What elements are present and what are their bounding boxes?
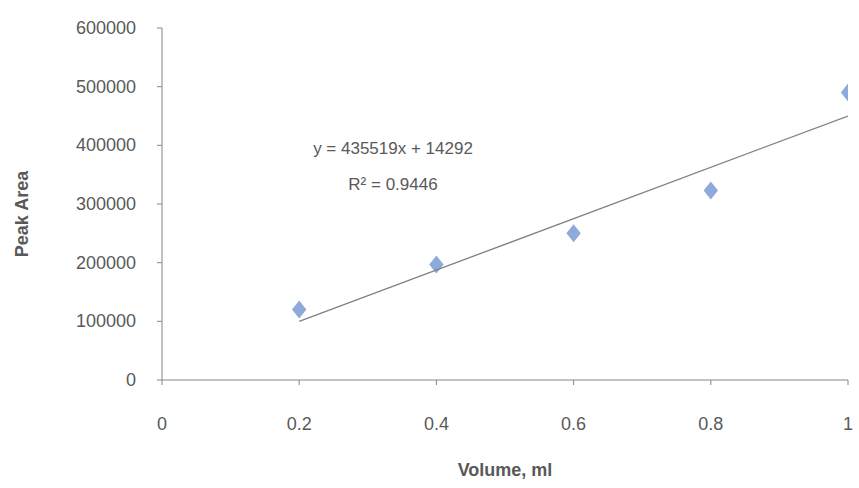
x-tick	[299, 380, 300, 385]
data-point	[292, 301, 306, 319]
x-tick	[710, 380, 711, 385]
annotation: R² = 0.9446	[348, 175, 437, 194]
trend-line	[299, 116, 848, 321]
y-tick-label: 400000	[76, 135, 136, 155]
y-tick-label: 100000	[76, 311, 136, 331]
x-tick-label: 0.2	[287, 414, 312, 434]
x-tick-label: 0.8	[698, 414, 723, 434]
x-tick-label: 0.6	[561, 414, 586, 434]
y-tick-label: 300000	[76, 194, 136, 214]
data-point	[704, 182, 718, 200]
y-tick-label: 200000	[76, 253, 136, 273]
y-tick	[157, 321, 162, 322]
y-tick-label: 0	[126, 370, 136, 390]
x-tick	[436, 380, 437, 385]
y-tick	[157, 204, 162, 205]
y-tick	[157, 86, 162, 87]
x-tick-label: 0.4	[424, 414, 449, 434]
x-tick	[573, 380, 574, 385]
plot-area	[292, 84, 848, 322]
chart: 0 0.2 0.4 0.6 0.8 1 0 100000 200000 300000 400000 5…	[0, 0, 859, 488]
annotation: y = 435519x + 14292	[313, 139, 473, 158]
y-tick-label: 500000	[76, 77, 136, 97]
y-tick	[157, 145, 162, 146]
y-axis-title: Peak Area	[12, 170, 32, 257]
data-point	[429, 255, 443, 273]
x-axis-title: Volume, ml	[458, 460, 553, 480]
y-tick-label: 600000	[76, 18, 136, 38]
y-tick	[157, 380, 162, 381]
x-tick	[848, 380, 849, 385]
x-axis	[162, 380, 848, 381]
x-tick-label: 1	[843, 414, 853, 434]
y-tick	[157, 28, 162, 29]
x-tick	[162, 380, 163, 385]
x-tick-label: 0	[157, 414, 167, 434]
y-tick	[157, 262, 162, 263]
data-point	[841, 84, 848, 102]
data-point	[566, 224, 580, 242]
